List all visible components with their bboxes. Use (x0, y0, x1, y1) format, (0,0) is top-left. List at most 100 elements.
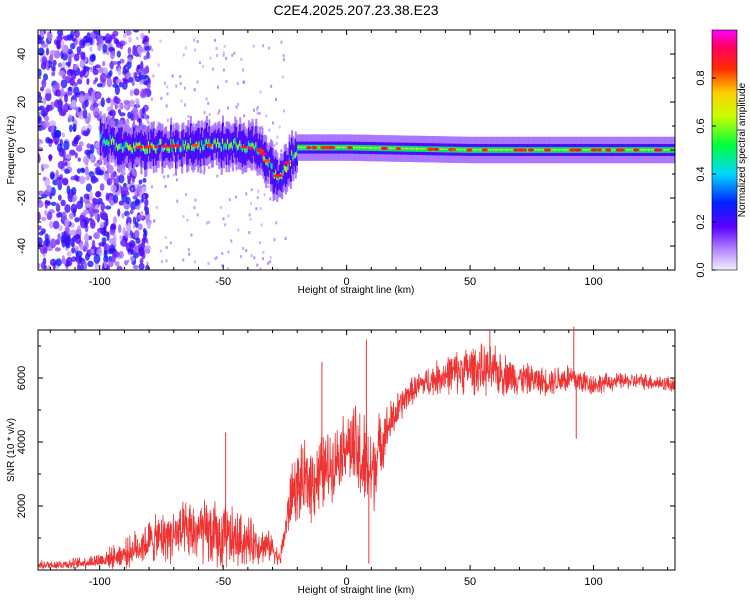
heatmap-cell (102, 43, 108, 53)
heatmap-cell (597, 148, 602, 152)
heatmap-cell (135, 237, 141, 244)
heatmap-cell (607, 148, 612, 152)
heatmap-cell (253, 108, 256, 112)
heatmap-cell (147, 120, 150, 124)
heatmap-cell (127, 222, 131, 231)
heatmap-cell (418, 148, 421, 150)
heatmap-cell (152, 144, 155, 151)
heatmap-cell (555, 149, 558, 151)
heatmap-cell (249, 217, 252, 221)
heatmap-cell (110, 140, 113, 143)
heatmap-cell (539, 149, 542, 151)
heatmap-cell (38, 262, 41, 269)
heatmap-cell (61, 52, 69, 61)
heatmap-cell (387, 147, 390, 149)
heatmap-cell (152, 74, 155, 78)
heatmap-cell (217, 85, 220, 89)
snr-x-tick-label: 50 (464, 576, 476, 588)
heatmap-cell (64, 93, 68, 103)
heatmap-cell (148, 213, 151, 217)
chart-title: C2E4.2025.207.23.38.E23 (273, 2, 439, 18)
heatmap-cell (248, 231, 251, 235)
heatmap-cell (186, 218, 189, 222)
heatmap-cell (140, 145, 143, 152)
heatmap-cell (105, 218, 109, 226)
heatmap-cell (44, 115, 50, 122)
heatmap-cell (118, 174, 125, 184)
heatmap-cell (101, 213, 107, 221)
heatmap-cell (131, 187, 134, 191)
heatmap-cell (142, 227, 147, 234)
heatmap-cell (75, 145, 83, 152)
spectrogram-x-label: Height of straight line (km) (298, 285, 415, 296)
heatmap-cell (492, 149, 495, 151)
heatmap-cell (268, 159, 271, 161)
heatmap-cell (49, 50, 57, 56)
heatmap-cell (297, 146, 300, 149)
heatmap-cell (215, 46, 218, 50)
heatmap-cell (527, 148, 535, 152)
heatmap-cell (164, 236, 167, 240)
heatmap-cell (120, 143, 123, 149)
heatmap-cell (182, 258, 185, 262)
heatmap-cell (159, 249, 162, 253)
heatmap-cell (466, 148, 473, 152)
heatmap-cell (299, 146, 302, 149)
heatmap-cell (103, 243, 110, 251)
heatmap-cell (109, 200, 114, 206)
heatmap-cell (275, 221, 278, 225)
heatmap-cell (179, 148, 182, 151)
heatmap-cell (625, 149, 628, 151)
heatmap-cell (504, 149, 507, 151)
heatmap-cell (230, 141, 233, 148)
heatmap-cell (175, 178, 178, 182)
heatmap-cell (113, 177, 117, 185)
heatmap-cell (105, 97, 112, 104)
spectrogram-x-tick-label: 50 (464, 276, 476, 288)
heatmap-cell (70, 71, 77, 80)
heatmap-cell (206, 143, 213, 147)
heatmap-cell (420, 148, 423, 150)
heatmap-cell (316, 146, 319, 149)
heatmap-cell (114, 97, 121, 105)
snr-x-label: Height of straight line (km) (298, 585, 415, 596)
heatmap-cell (133, 144, 136, 147)
heatmap-cell (233, 51, 236, 55)
heatmap-cell (112, 216, 118, 224)
heatmap-cell (198, 61, 201, 65)
heatmap-cell (258, 152, 267, 156)
heatmap-cell (551, 149, 554, 151)
heatmap-cell (119, 235, 124, 240)
heatmap-cell (207, 165, 210, 169)
heatmap-cell (130, 127, 133, 131)
heatmap-cell (61, 148, 66, 159)
heatmap-cell (256, 196, 259, 200)
heatmap-cell (247, 146, 253, 150)
heatmap-cell (171, 146, 174, 152)
heatmap-cell (415, 147, 418, 150)
heatmap-cell (257, 189, 260, 193)
heatmap-cell (245, 249, 248, 253)
heatmap-cell (149, 147, 152, 154)
heatmap-cell (169, 241, 172, 245)
heatmap-cell (63, 140, 70, 151)
heatmap-cell (535, 149, 538, 151)
heatmap-cell (56, 39, 61, 49)
heatmap-cell (217, 112, 220, 116)
heatmap-cell (53, 129, 61, 138)
heatmap-cell (214, 257, 217, 261)
heatmap-cell (298, 146, 301, 149)
heatmap-cell (479, 149, 482, 151)
heatmap-cell (136, 45, 144, 55)
heatmap-cell (148, 55, 151, 59)
heatmap-cell (423, 148, 426, 150)
heatmap-cell (253, 256, 256, 260)
heatmap-cell (106, 77, 113, 88)
heatmap-cell (652, 149, 655, 151)
heatmap-cell (476, 149, 479, 151)
heatmap-cell (87, 112, 92, 122)
heatmap-cell (256, 106, 259, 110)
heatmap-cell (644, 149, 647, 151)
heatmap-cell (271, 121, 274, 125)
heatmap-cell (155, 149, 158, 152)
